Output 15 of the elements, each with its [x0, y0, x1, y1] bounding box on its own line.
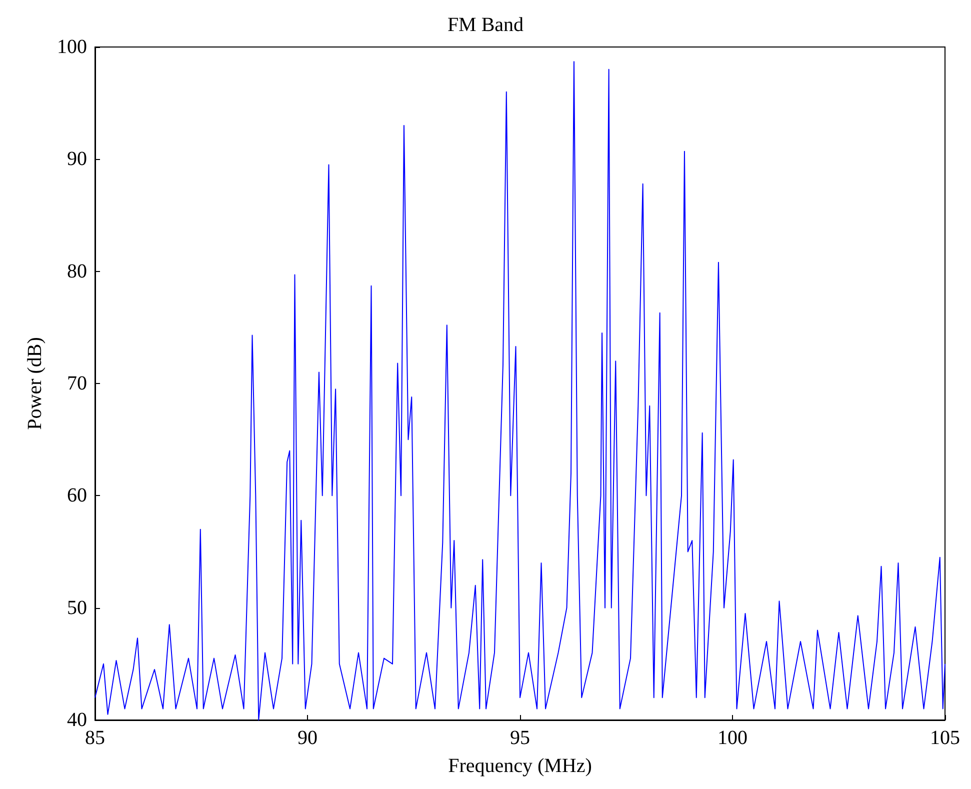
y-tick-label: 60 [67, 484, 87, 507]
y-axis-title: Power (dB) [24, 337, 46, 430]
y-tick-label: 80 [67, 260, 87, 282]
chart-title: FM Band [447, 14, 524, 36]
y-tick-label: 70 [67, 372, 87, 394]
y-tick-label: 90 [67, 148, 87, 170]
x-tick-label: 90 [298, 727, 318, 749]
y-tick-label: 50 [67, 596, 87, 619]
y-tick-label: 40 [67, 709, 87, 731]
x-tick-label: 85 [85, 727, 105, 749]
y-tick-label: 100 [57, 36, 87, 58]
x-tick-label: 95 [510, 727, 530, 749]
x-tick-label: 100 [718, 727, 748, 749]
x-axis-title: Frequency (MHz) [448, 755, 592, 777]
x-tick-label: 105 [930, 727, 960, 749]
